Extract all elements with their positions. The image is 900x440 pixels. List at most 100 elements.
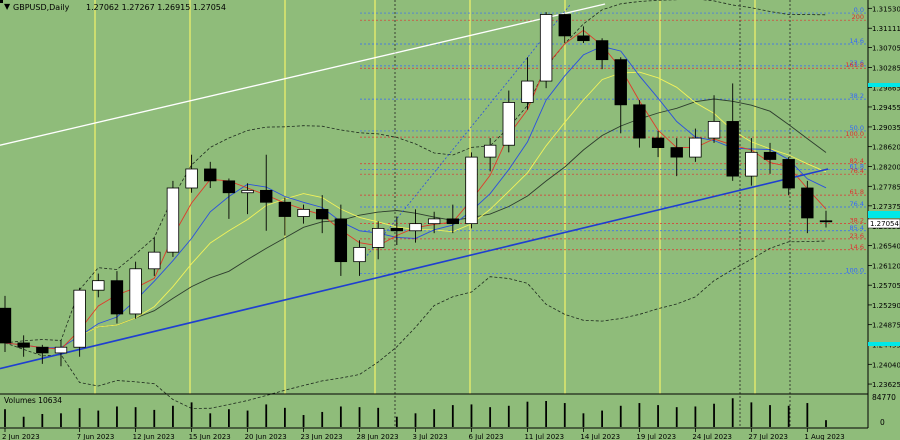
candle-body bbox=[0, 307, 12, 344]
fibonacci-levels: 0.020014.623.6161.838.250.0100.082.461.8… bbox=[360, 6, 866, 275]
candle-body bbox=[446, 218, 460, 225]
price-tick-label: 1.28200 bbox=[872, 164, 900, 172]
candle-body bbox=[707, 121, 721, 139]
candle-body bbox=[148, 251, 161, 270]
candle-body bbox=[204, 168, 217, 182]
current-price-label: 1.27054 bbox=[870, 220, 899, 228]
channel-line bbox=[361, 4, 571, 262]
candle-body bbox=[427, 218, 441, 225]
price-tick-label: 1.26540 bbox=[872, 243, 900, 251]
candle-body bbox=[577, 35, 590, 42]
fib-level-label: 38.2 bbox=[850, 92, 864, 100]
candle-body bbox=[371, 227, 385, 248]
candle-body bbox=[763, 151, 777, 160]
fib-level-label: 0.0 bbox=[854, 6, 864, 14]
candle-body bbox=[390, 227, 404, 232]
bollinger-bands bbox=[4, 0, 827, 409]
candle-body bbox=[129, 268, 142, 315]
candle-body bbox=[316, 208, 329, 220]
support-marker bbox=[868, 211, 900, 218]
price-tick-label: 1.31530 bbox=[872, 5, 900, 13]
candle-body bbox=[353, 247, 366, 263]
candle-body bbox=[17, 342, 30, 348]
trendlines bbox=[0, 3, 829, 370]
fib-level-label: 200 bbox=[852, 13, 864, 21]
volume-max-label: 84770 bbox=[872, 393, 896, 402]
date-label: 14 Jul 2023 bbox=[580, 433, 620, 440]
price-tick-label: 1.30705 bbox=[872, 45, 900, 53]
fib-level-label: 76.4 bbox=[850, 200, 864, 208]
candle-body bbox=[166, 187, 180, 253]
collapse-icon[interactable]: ▼ bbox=[4, 2, 11, 11]
candle-body bbox=[185, 168, 198, 189]
price-tick-label: 1.27375 bbox=[872, 203, 900, 211]
ohlc-readout: 1.27062 1.27267 1.26915 1.27054 bbox=[86, 3, 226, 12]
candle-body bbox=[782, 159, 795, 189]
time-axis: 2 Jun 2023 7 Jun 2023 12 Jun 2023 15 Jun 20… bbox=[2, 428, 845, 440]
date-label: 28 Jun 2023 bbox=[357, 433, 399, 440]
current-price-tag bbox=[867, 218, 900, 229]
candle-body bbox=[614, 59, 627, 106]
lower-marker bbox=[868, 342, 900, 346]
candle-body bbox=[521, 80, 534, 103]
candle-body bbox=[409, 223, 422, 232]
price-tick-label: 1.31111 bbox=[872, 25, 900, 33]
candle-body bbox=[801, 187, 814, 219]
volumes-label: Volumes 10634 bbox=[4, 396, 62, 405]
candle-body bbox=[670, 147, 683, 158]
date-label: 3 Jul 2023 bbox=[413, 433, 448, 440]
candle-body bbox=[110, 280, 124, 315]
fib-level-label: 61.8 bbox=[850, 188, 864, 196]
candle-body bbox=[689, 137, 702, 158]
fib-level-label: 23.6 bbox=[850, 59, 864, 67]
fib-level-label: 61.8 bbox=[850, 162, 864, 170]
fib-level-label: 14.6 bbox=[850, 37, 864, 45]
date-label: 27 Jul 2023 bbox=[748, 433, 788, 440]
support-trendline bbox=[0, 168, 829, 370]
date-label: 1 Aug 2023 bbox=[804, 433, 844, 440]
candle-body bbox=[73, 289, 86, 348]
candles bbox=[0, 12, 833, 367]
candle-body bbox=[54, 346, 68, 354]
date-label: 7 Jun 2023 bbox=[77, 433, 115, 440]
date-label: 19 Jul 2023 bbox=[636, 433, 676, 440]
candle-body bbox=[297, 208, 310, 217]
price-tick-label: 1.29865 bbox=[872, 84, 900, 92]
date-label: 24 Jul 2023 bbox=[692, 433, 732, 440]
candle-body bbox=[502, 102, 515, 146]
fib-level-label: 100.0 bbox=[845, 130, 864, 138]
candle-body bbox=[633, 104, 646, 139]
window-marker bbox=[0, 0, 3, 3]
date-label: 11 Jul 2023 bbox=[524, 433, 564, 440]
price-tick-label: 1.30285 bbox=[872, 65, 900, 73]
date-label: 23 Jun 2023 bbox=[301, 433, 343, 440]
resistance-marker bbox=[868, 83, 900, 87]
candle-body bbox=[260, 189, 273, 203]
candle-body bbox=[465, 156, 478, 225]
price-tick-label: 1.29035 bbox=[872, 124, 900, 132]
candle-body bbox=[36, 346, 49, 354]
price-tick-label: 1.26120 bbox=[872, 262, 900, 270]
volume-zero-label: 0 bbox=[880, 418, 885, 427]
date-label: 12 Jun 2023 bbox=[133, 433, 175, 440]
candle-body bbox=[819, 220, 833, 223]
resistance-trendline bbox=[0, 3, 606, 146]
candle-body bbox=[539, 14, 553, 82]
candle-body bbox=[726, 121, 739, 177]
candle-body bbox=[483, 144, 497, 158]
bollinger-lower bbox=[4, 240, 827, 409]
candle-body bbox=[651, 137, 665, 148]
date-label: 20 Jun 2023 bbox=[245, 433, 287, 440]
candle-body bbox=[745, 151, 758, 177]
bollinger-upper bbox=[4, 0, 827, 344]
symbol-label: GBPUSD,Daily bbox=[13, 3, 70, 12]
volume-bars bbox=[4, 398, 827, 427]
candle-body bbox=[92, 280, 105, 291]
candle-body bbox=[278, 201, 292, 217]
fib-level-label: 38.2 bbox=[850, 217, 864, 225]
candle-body bbox=[595, 40, 609, 61]
price-tick-label: 1.29455 bbox=[872, 104, 900, 112]
fib-level-label: 50.0 bbox=[850, 124, 864, 132]
